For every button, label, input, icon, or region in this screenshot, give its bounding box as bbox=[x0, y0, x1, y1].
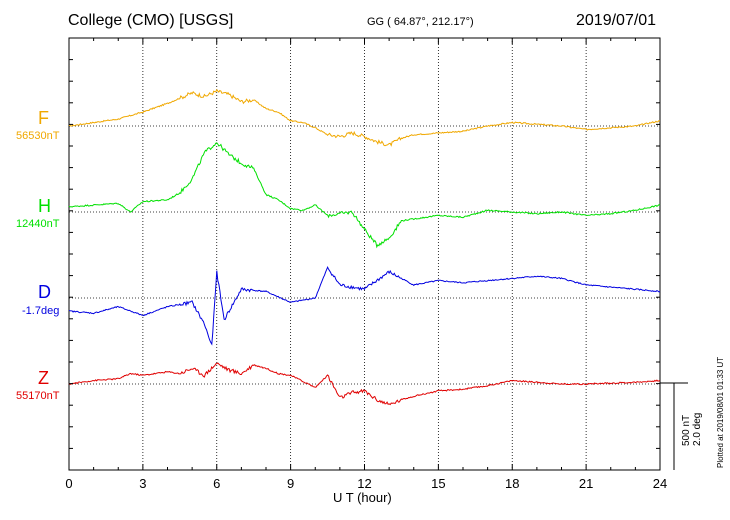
x-tick-label-3: 3 bbox=[139, 476, 146, 491]
chart-date: 2019/07/01 bbox=[576, 12, 657, 29]
baseline-label-f: 56530nT bbox=[16, 130, 60, 142]
plotted-timestamp: Plotted at 2019/08/01 01:33 UT bbox=[716, 356, 725, 468]
series-line-h bbox=[68, 142, 661, 249]
x-tick-label-12: 12 bbox=[357, 476, 371, 491]
baseline-label-d: -1.7deg bbox=[22, 305, 60, 317]
station-coordinates: GG ( 64.87°, 212.17°) bbox=[367, 16, 474, 28]
grid-layer bbox=[142, 38, 587, 470]
trace-letter-f: F bbox=[38, 108, 49, 128]
x-tick-label-9: 9 bbox=[287, 476, 294, 491]
x-tick-label-6: 6 bbox=[213, 476, 220, 491]
x-tick-label-24: 24 bbox=[653, 476, 667, 491]
series-layer bbox=[68, 88, 661, 406]
baseline-label-h: 12440nT bbox=[16, 218, 60, 230]
x-tick-label-15: 15 bbox=[431, 476, 445, 491]
x-tick-label-21: 21 bbox=[579, 476, 593, 491]
scale-label-nt: 500 nT bbox=[681, 414, 692, 446]
chart-title: College (CMO) [USGS] bbox=[68, 12, 234, 29]
x-tick-label-0: 0 bbox=[65, 476, 72, 491]
scale-bar bbox=[660, 382, 688, 470]
trace-letter-h: H bbox=[38, 196, 51, 216]
baseline-label-z: 55170nT bbox=[16, 390, 60, 402]
trace-letter-d: D bbox=[38, 282, 51, 302]
x-axis-label: U T (hour) bbox=[333, 490, 392, 505]
tick-layer: 0 3 6 9 12 15 18 21 24 bbox=[65, 38, 667, 491]
x-tick-label-18: 18 bbox=[505, 476, 519, 491]
series-line-z bbox=[68, 362, 661, 406]
series-line-f bbox=[68, 88, 661, 147]
scale-label-deg: 2.0 deg bbox=[692, 412, 703, 446]
series-line-d bbox=[68, 265, 661, 346]
trace-letter-z: Z bbox=[38, 368, 49, 388]
